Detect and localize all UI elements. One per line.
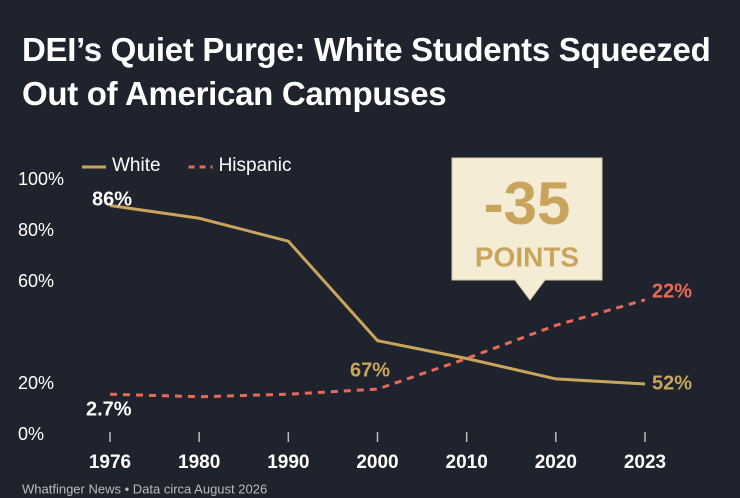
y-tick-label: 60%: [18, 271, 54, 291]
series-line: [109, 204, 646, 386]
x-tick-label: 2023: [624, 452, 666, 473]
annotation: 86%: [92, 188, 132, 210]
annotation: 52%: [652, 372, 692, 394]
x-tick-label: 2020: [535, 452, 577, 473]
annotation: 2.7%: [86, 398, 132, 420]
x-tick-label: 1990: [267, 452, 309, 473]
x-tick-label: 1980: [178, 452, 220, 473]
legend-label: White: [112, 155, 161, 176]
legend-label: Hispanic: [219, 155, 292, 176]
source: Whatfinger News • Data circa August 2026: [22, 481, 267, 496]
annotation: 67%: [350, 359, 390, 381]
y-tick-label: 0%: [18, 424, 44, 444]
x-tick-label: 2010: [446, 452, 488, 473]
x-tick-label: 2000: [356, 452, 398, 473]
callout-box: [451, 157, 603, 301]
y-tick-label: 20%: [18, 373, 54, 393]
series-line: [109, 298, 646, 399]
x-tick-label: 1976: [89, 452, 131, 473]
callout-label: POINTS: [475, 241, 579, 272]
chart-title: DEI’s Quiet Purge: White Students Squeez…: [22, 31, 711, 112]
annotation: 22%: [652, 280, 692, 302]
y-tick-label: 80%: [18, 220, 54, 240]
y-tick-label: 100%: [18, 169, 64, 189]
callout-number: -35: [484, 170, 571, 237]
